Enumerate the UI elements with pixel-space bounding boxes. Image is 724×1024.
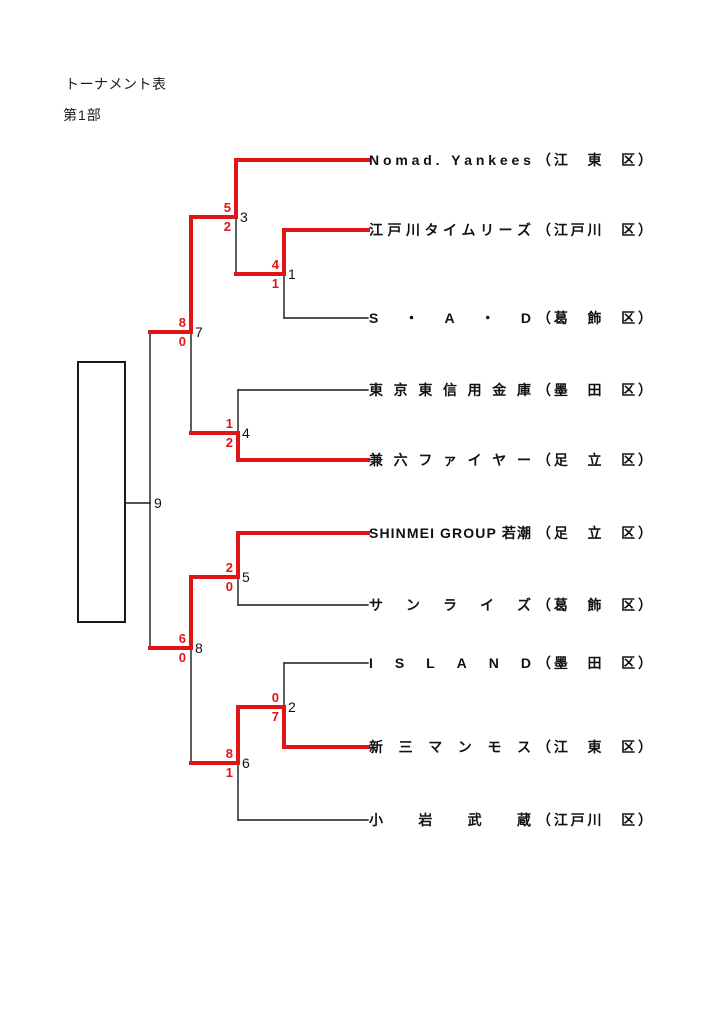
team-district: （江戸川 区）: [537, 812, 652, 828]
division-label: 第1部: [63, 107, 102, 123]
score-top: 8: [225, 746, 233, 761]
team-district: （葛 飾 区）: [537, 310, 652, 326]
team-name: 新三マンモス: [369, 739, 531, 755]
score-bottom: 0: [225, 579, 233, 594]
team-district: （葛 飾 区）: [537, 597, 652, 613]
match-number-5: 5: [242, 569, 250, 585]
score-bottom: 1: [225, 765, 233, 780]
team-district: （江戸川 区）: [537, 222, 652, 238]
match-number-1: 1: [288, 266, 296, 282]
team-name: サンライズ: [369, 597, 531, 613]
team-district: （江 東 区）: [537, 739, 652, 755]
match-number-3: 3: [240, 209, 248, 225]
match-number-6: 6: [242, 755, 250, 771]
team-district: （足 立 区）: [537, 452, 652, 468]
match-number-8: 8: [195, 640, 203, 656]
team-district: （江 東 区）: [537, 152, 652, 168]
team-name: 江戸川タイムリーズ: [369, 222, 531, 238]
team-row: 東京東信用金庫 （墨 田 区）: [369, 380, 652, 400]
score-bottom: 7: [271, 709, 279, 724]
score-top: 0: [271, 690, 279, 705]
match-number-7: 7: [195, 324, 203, 340]
score-bottom: 0: [178, 650, 186, 665]
team-row: S ・ A ・ D （葛 飾 区）: [369, 308, 652, 328]
champion-box: [77, 361, 126, 623]
team-district: （墨 田 区）: [537, 382, 652, 398]
score-bottom: 2: [223, 219, 231, 234]
match-number-2: 2: [288, 699, 296, 715]
match-number-4: 4: [242, 425, 250, 441]
team-name: 東京東信用金庫: [369, 382, 531, 398]
team-district: （墨 田 区）: [537, 655, 652, 671]
team-name: 小岩武蔵: [369, 812, 531, 828]
team-row: I S L A N D （墨 田 区）: [369, 653, 652, 673]
score-top: 2: [225, 560, 233, 575]
team-row: 兼六ファイヤー （足 立 区）: [369, 450, 652, 470]
score-top: 6: [178, 631, 186, 646]
team-name: S ・ A ・ D: [369, 310, 531, 326]
team-row: 小岩武蔵 （江戸川 区）: [369, 810, 652, 830]
score-top: 8: [178, 315, 186, 330]
match-number-9: 9: [154, 495, 162, 511]
score-top: 4: [271, 257, 279, 272]
score-bottom: 1: [271, 276, 279, 291]
page-title: トーナメント表: [65, 76, 167, 92]
team-name: 兼六ファイヤー: [369, 452, 531, 468]
team-row: サンライズ （葛 飾 区）: [369, 595, 652, 615]
team-row: 江戸川タイムリーズ （江戸川 区）: [369, 220, 652, 240]
score-top: 5: [223, 200, 231, 215]
team-district: （足 立 区）: [537, 525, 652, 541]
team-row: 新三マンモス （江 東 区）: [369, 737, 652, 757]
score-bottom: 0: [178, 334, 186, 349]
score-top: 1: [225, 416, 233, 431]
score-bottom: 2: [225, 435, 233, 450]
